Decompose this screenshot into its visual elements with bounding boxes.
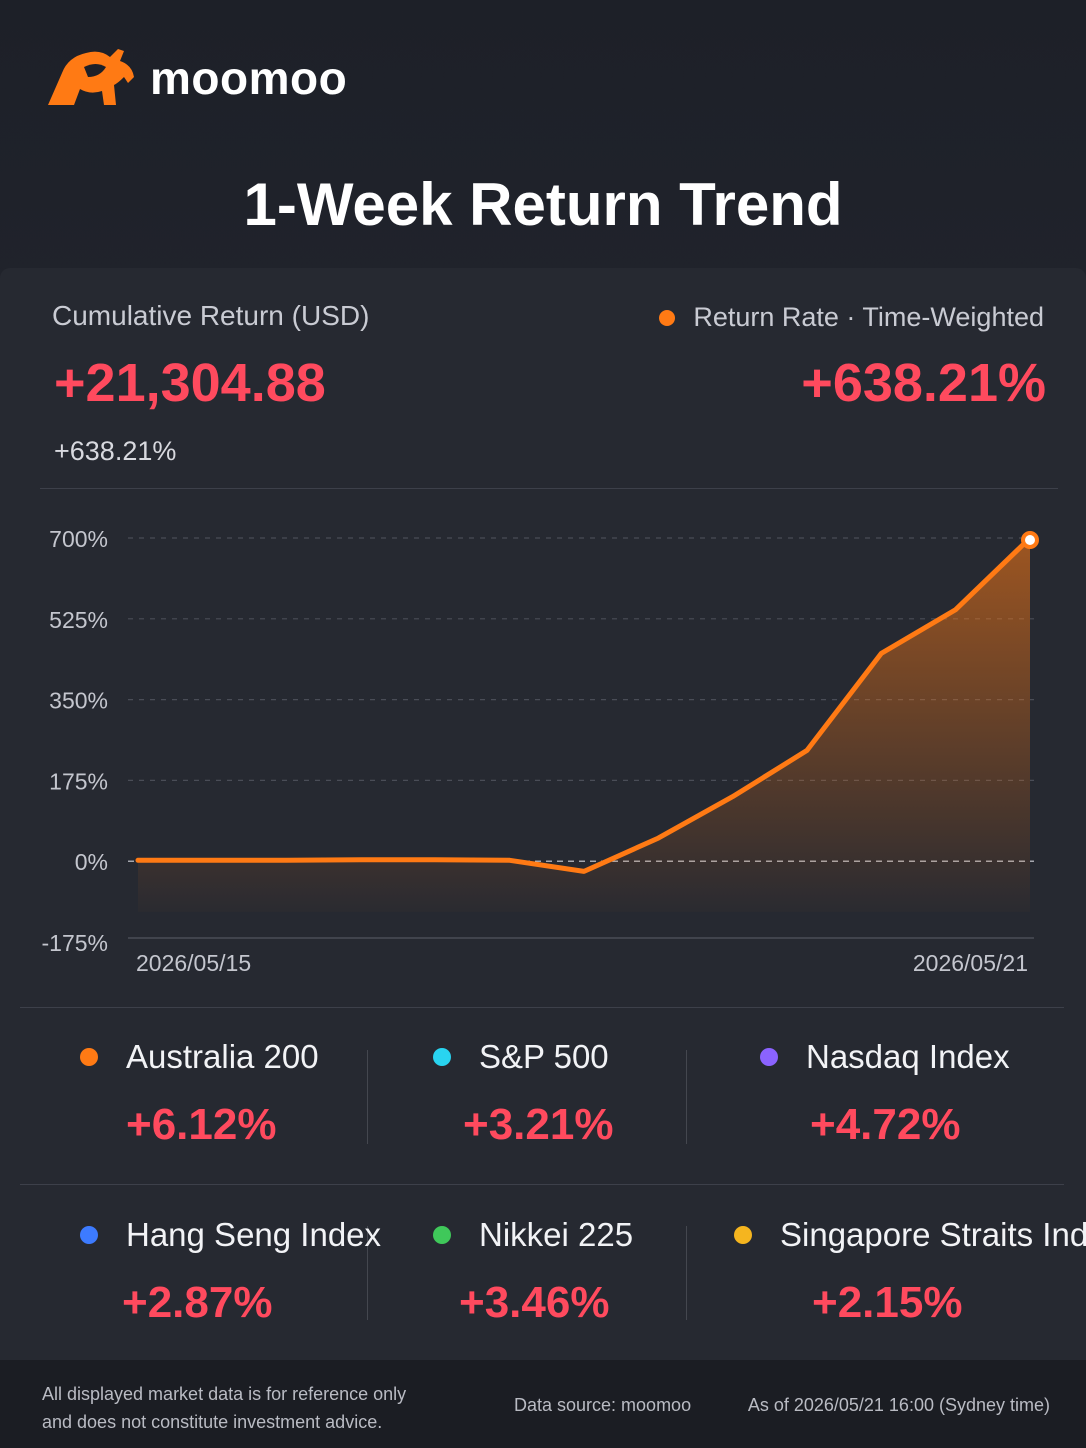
column-separator [686, 1050, 687, 1144]
as-of-timestamp: As of 2026/05/21 16:00 (Sydney time) [747, 1395, 1050, 1415]
cumulative-return-value: +21,304.88 [54, 353, 326, 413]
index-return-value: +3.21% [463, 1100, 614, 1149]
y-tick-label: 525% [49, 607, 108, 633]
index-card: Australia 200 +6.12% [22, 1008, 362, 1158]
x-tick-label: 2026/05/21 [913, 950, 1028, 976]
cumulative-return-label: Cumulative Return (USD) [52, 300, 370, 331]
index-grid: Australia 200 +6.12% S&P 500 +3.21% Nasdaq I… [22, 1008, 1086, 1348]
index-card: Nikkei 225 +3.46% [367, 1186, 707, 1336]
index-name: S&P 500 [433, 1038, 609, 1076]
return-series-line [135, 535, 1033, 874]
index-return-value: +3.46% [459, 1278, 610, 1327]
summary-divider [40, 488, 1058, 489]
y-tick-label: 350% [49, 688, 108, 714]
index-row-divider [20, 1184, 1064, 1185]
index-card: S&P 500 +3.21% [367, 1008, 707, 1158]
index-name: Australia 200 [80, 1038, 319, 1076]
column-separator [367, 1226, 368, 1320]
index-color-dot-icon [734, 1226, 752, 1244]
index-name: Nasdaq Index [760, 1038, 1010, 1076]
return-trend-chart: 700% 525% 350% 175% 0% -175% 2026/05/15 2026/05… [42, 526, 1039, 976]
index-name: Nikkei 225 [433, 1216, 633, 1254]
index-color-dot-icon [80, 1048, 98, 1066]
y-tick-label: 0% [75, 849, 108, 875]
chart-divider [20, 1007, 1064, 1008]
index-return-value: +2.87% [122, 1278, 273, 1327]
index-color-dot-icon [433, 1048, 451, 1066]
y-tick-label: 700% [49, 526, 108, 552]
footer [0, 1360, 1086, 1448]
index-color-dot-icon [80, 1226, 98, 1244]
page-title: 1-Week Return Trend [243, 171, 843, 238]
brand-header: moomoo [44, 42, 347, 114]
brand-name: moomoo [150, 52, 348, 104]
legend-dot-icon [659, 309, 676, 326]
index-name: Hang Seng Index [80, 1216, 381, 1254]
index-return-value: +6.12% [126, 1100, 277, 1149]
column-separator [686, 1226, 687, 1320]
index-color-dot-icon [760, 1048, 778, 1066]
index-return-value: +2.15% [812, 1278, 963, 1327]
return-rate-value: +638.21% [801, 353, 1046, 413]
return-rate-legend: Return Rate · Time-Weighted [659, 302, 1044, 333]
index-card: Nasdaq Index +4.72% [686, 1008, 1026, 1158]
index-card: Hang Seng Index +2.87% [22, 1186, 381, 1336]
y-tick-label: 175% [49, 768, 108, 794]
return-area-fill [138, 538, 1030, 912]
index-card: Singapore Straits Index +2.15% [686, 1186, 1086, 1336]
cumulative-return-percent: +638.21% [54, 436, 177, 466]
index-color-dot-icon [433, 1226, 451, 1244]
column-separator [367, 1050, 368, 1144]
y-tick-label: -175% [42, 930, 108, 956]
index-name: Singapore Straits Index [734, 1216, 1086, 1254]
index-return-value: +4.72% [810, 1100, 961, 1149]
disclaimer: All displayed market data is for referen… [42, 1384, 407, 1432]
return-rate-label: Return Rate · Time-Weighted [693, 302, 1044, 332]
x-tick-label: 2026/05/15 [136, 950, 251, 976]
data-source: Data source: moomoo [514, 1395, 692, 1415]
end-point-marker [1021, 531, 1039, 549]
bull-logo-icon [48, 49, 134, 105]
